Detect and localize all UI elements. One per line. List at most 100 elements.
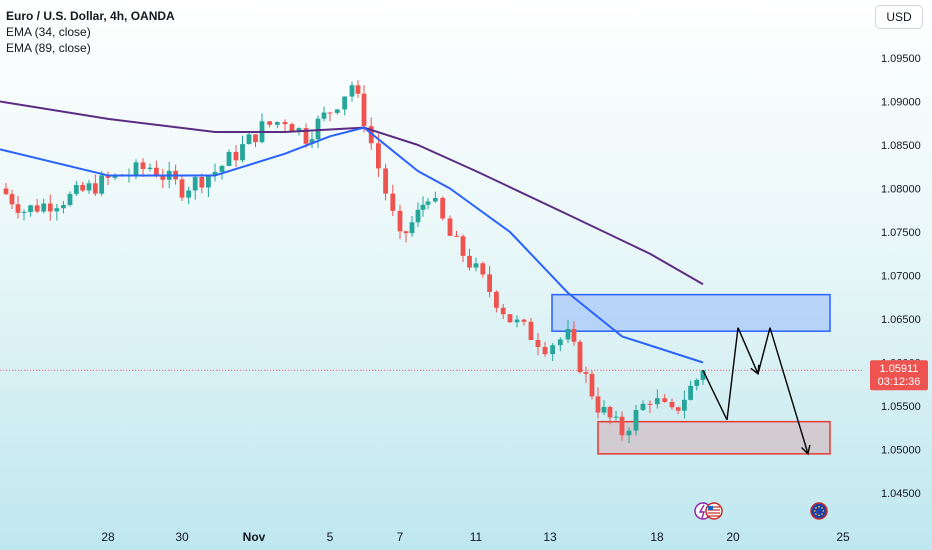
bear-candle xyxy=(140,162,146,170)
bear-candle xyxy=(355,85,361,94)
bull-candle xyxy=(274,122,280,125)
bear-candle xyxy=(376,143,381,169)
price-tag-countdown: 03:12:36 xyxy=(878,376,921,388)
y-tick-label: 1.08000 xyxy=(881,184,921,196)
bull-candle xyxy=(246,134,252,145)
bull-candle xyxy=(86,183,92,191)
bull-candle xyxy=(565,328,571,340)
bear-candle xyxy=(105,175,111,178)
y-tick-label: 1.06500 xyxy=(881,314,921,326)
eu-star xyxy=(821,513,823,515)
bull-candle xyxy=(54,208,60,212)
resistance-zone xyxy=(551,293,831,332)
ema34-line xyxy=(0,126,704,364)
bull-candle xyxy=(700,370,706,380)
bull-candle xyxy=(420,204,426,210)
bull-candle xyxy=(212,171,218,176)
bear-candle xyxy=(390,193,396,211)
ema34-legend[interactable]: EMA (34, close) xyxy=(6,25,91,39)
ema89-legend[interactable]: EMA (89, close) xyxy=(6,41,91,55)
bull-candle xyxy=(67,193,73,206)
bull-candle xyxy=(41,203,47,212)
projection-segment xyxy=(726,327,739,421)
bear-candle xyxy=(589,373,595,397)
support-zone xyxy=(597,420,831,455)
bull-candle xyxy=(342,96,348,110)
eu-flag-icon xyxy=(810,502,828,520)
bear-candle xyxy=(675,407,681,411)
projection-segment xyxy=(702,370,728,421)
bull-candle xyxy=(694,379,700,386)
bull-candle xyxy=(349,85,355,97)
bull-candle xyxy=(321,112,327,119)
bull-candle xyxy=(21,211,27,213)
bull-candle xyxy=(192,176,198,191)
bear-candle xyxy=(500,307,506,315)
ema89-line xyxy=(0,100,704,286)
eu-star xyxy=(815,513,817,515)
bull-candle xyxy=(133,162,139,175)
bear-candle xyxy=(9,194,15,205)
bull-candle xyxy=(240,144,245,161)
bull-candle xyxy=(206,175,211,188)
bear-candle xyxy=(647,403,653,405)
bear-candle xyxy=(383,168,388,194)
chart-legend: Euro / U.S. Dollar, 4h, OANDA EMA (34, c… xyxy=(6,8,175,56)
bear-candle xyxy=(595,396,601,413)
bull-candle xyxy=(514,319,520,323)
price-tag-price: 1.05911 xyxy=(880,363,919,375)
x-tick-label: 30 xyxy=(175,530,189,544)
currency-button[interactable]: USD xyxy=(875,5,923,29)
eu-star xyxy=(815,507,817,509)
projection-segment xyxy=(737,327,759,375)
bull-candle xyxy=(432,197,438,202)
bull-candle xyxy=(147,167,153,170)
y-tick-label: 1.09000 xyxy=(881,97,921,109)
bull-candle xyxy=(334,109,340,113)
bull-candle xyxy=(99,175,105,194)
bull-candle xyxy=(473,263,479,268)
eu-star xyxy=(822,510,825,512)
y-tick-label: 1.07500 xyxy=(881,227,921,239)
projection-segment xyxy=(757,327,771,374)
bull-candle xyxy=(28,205,33,212)
bear-candle xyxy=(92,183,98,194)
bear-candle xyxy=(403,231,409,234)
bear-candle xyxy=(542,347,548,355)
x-tick-label: Nov xyxy=(243,530,266,544)
bear-candle xyxy=(607,406,613,418)
bear-candle xyxy=(669,401,675,408)
arrow-head xyxy=(750,364,760,376)
lightning-icon xyxy=(698,504,705,519)
symbol-title[interactable]: Euro / U.S. Dollar, 4h, OANDA xyxy=(6,9,175,23)
bull-candle xyxy=(425,201,431,205)
bull-candle xyxy=(409,222,415,234)
bear-candle xyxy=(15,204,21,213)
bear-candle xyxy=(535,339,541,348)
bear-candle xyxy=(440,197,446,219)
x-tick-label: 13 xyxy=(543,530,557,544)
bear-candle xyxy=(487,274,492,292)
bear-candle xyxy=(80,185,86,191)
bear-candle xyxy=(368,126,374,144)
bear-candle xyxy=(47,203,53,212)
x-tick-label: 20 xyxy=(726,530,740,544)
bull-candle xyxy=(550,345,556,355)
event-icons[interactable] xyxy=(694,502,828,520)
bear-candle xyxy=(571,328,577,342)
price-tag-bg xyxy=(870,360,928,391)
eu-star xyxy=(821,507,823,509)
y-tick-label: 1.09500 xyxy=(881,53,921,65)
y-tick-label: 1.08500 xyxy=(881,140,921,152)
bear-candle xyxy=(494,291,499,308)
eu-star xyxy=(813,510,816,512)
bear-candle xyxy=(447,218,453,236)
x-tick-label: 18 xyxy=(650,530,664,544)
bull-candle xyxy=(61,205,66,209)
bull-candle xyxy=(613,416,619,418)
arrow-head xyxy=(801,444,811,456)
bear-candle xyxy=(577,341,583,373)
bull-candle xyxy=(640,403,646,411)
